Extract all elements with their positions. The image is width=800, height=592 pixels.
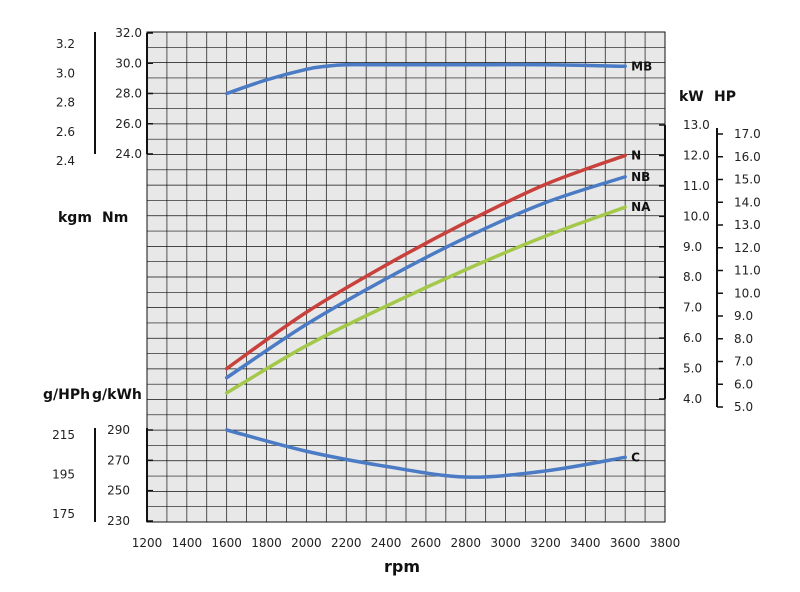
series-line-nb: [224, 175, 627, 380]
x-axis-title: rpm: [384, 557, 420, 576]
torque-kgm-tick-label: 2.6: [56, 125, 75, 139]
x-tick-label: 2600: [411, 536, 442, 550]
x-tick-label: 3800: [650, 536, 681, 550]
series-lines: [224, 62, 627, 479]
consumption-ghph-label: g/HPh: [43, 387, 90, 403]
power-hp-tick-label: 13.0: [734, 218, 761, 232]
power-kw-tick-label: 6.0: [683, 331, 702, 345]
x-tick-label: 1800: [251, 536, 282, 550]
torque-kgm-tick-label: 2.8: [56, 96, 75, 110]
power-kw-tick-label: 9.0: [683, 240, 702, 254]
series-line-mb: [224, 62, 627, 96]
power-hp-tick-label: 12.0: [734, 241, 761, 255]
consumption-ghph-tick-label: 195: [52, 468, 75, 482]
torque-nm-label: Nm: [102, 210, 128, 226]
grid: [147, 32, 665, 522]
series-label-nb: NB: [631, 170, 650, 184]
power-hp-tick-label: 5.0: [734, 400, 753, 414]
torque-nm-tick-label: 30.0: [115, 56, 142, 70]
power-hp-tick-label: 16.0: [734, 150, 761, 164]
series-labels: MB N NB NA C: [631, 59, 652, 464]
torque-nm-tick-label: 26.0: [115, 117, 142, 131]
consumption-ghph-tick-label: 215: [52, 428, 75, 442]
power-kw-tick-label: 7.0: [683, 301, 702, 315]
power-kw-tick-label: 11.0: [683, 179, 710, 193]
power-hp-tick-label: 10.0: [734, 286, 761, 300]
power-hp-tick-label: 7.0: [734, 355, 753, 369]
power-hp-tick-label: 8.0: [734, 332, 753, 346]
power-kw-tick-label: 4.0: [683, 392, 702, 406]
torque-kgm-label: kgm: [58, 210, 92, 226]
power-hp-tick-label: 6.0: [734, 377, 753, 391]
torque-nm-tick-label: 24.0: [115, 147, 142, 161]
x-tick-label: 2400: [371, 536, 402, 550]
x-tick-label: 2200: [331, 536, 362, 550]
x-tick-label: 2800: [450, 536, 481, 550]
torque-kgm-tick-label: 2.4: [56, 154, 75, 168]
consumption-gkwh-tick-label: 230: [107, 514, 130, 528]
power-kw-label: kW: [679, 89, 704, 105]
x-tick-label: 3000: [490, 536, 521, 550]
power-kw-tick-label: 8.0: [683, 270, 702, 284]
power-hp-tick-label: 15.0: [734, 173, 761, 187]
torque-nm-tick-label: 32.0: [115, 26, 142, 40]
x-tick-label: 1600: [211, 536, 242, 550]
series-line-n: [224, 153, 627, 371]
x-tick-label: 1200: [132, 536, 163, 550]
series-label-n: N: [631, 148, 641, 162]
series-line-na: [224, 205, 627, 395]
power-hp-tick-label: 14.0: [734, 195, 761, 209]
consumption-gkwh-tick-label: 250: [107, 484, 130, 498]
power-hp-label: HP: [714, 89, 736, 105]
consumption-ghph-tick-label: 175: [52, 507, 75, 521]
series-label-c: C: [631, 450, 640, 464]
series-line-c: [224, 428, 627, 479]
x-tick-label: 1400: [172, 536, 203, 550]
power-hp-tick-label: 17.0: [734, 127, 761, 141]
consumption-gkwh-label: g/kWh: [92, 387, 142, 403]
tick-labels: 1200 1400 1600 1800 2000 2200 2400 2600 2800 3000…: [52, 26, 761, 550]
power-kw-tick-label: 10.0: [683, 209, 710, 223]
torque-nm-tick-label: 28.0: [115, 87, 142, 101]
power-kw-tick-label: 12.0: [683, 148, 710, 162]
x-tick-label: 2000: [291, 536, 322, 550]
power-hp-tick-label: 11.0: [734, 264, 761, 278]
x-tick-label: 3400: [570, 536, 601, 550]
torque-kgm-tick-label: 3.2: [56, 37, 75, 51]
consumption-gkwh-tick-label: 270: [107, 453, 130, 467]
x-tick-label: 3200: [530, 536, 561, 550]
torque-kgm-tick-label: 3.0: [56, 66, 75, 80]
series-label-mb: MB: [631, 59, 652, 73]
series-label-na: NA: [631, 200, 651, 214]
power-kw-tick-label: 5.0: [683, 362, 702, 376]
x-tick-label: 3600: [610, 536, 641, 550]
power-kw-tick-label: 13.0: [683, 118, 710, 132]
consumption-gkwh-tick-label: 290: [107, 423, 130, 437]
axes: [94, 32, 723, 522]
power-hp-tick-label: 9.0: [734, 309, 753, 323]
